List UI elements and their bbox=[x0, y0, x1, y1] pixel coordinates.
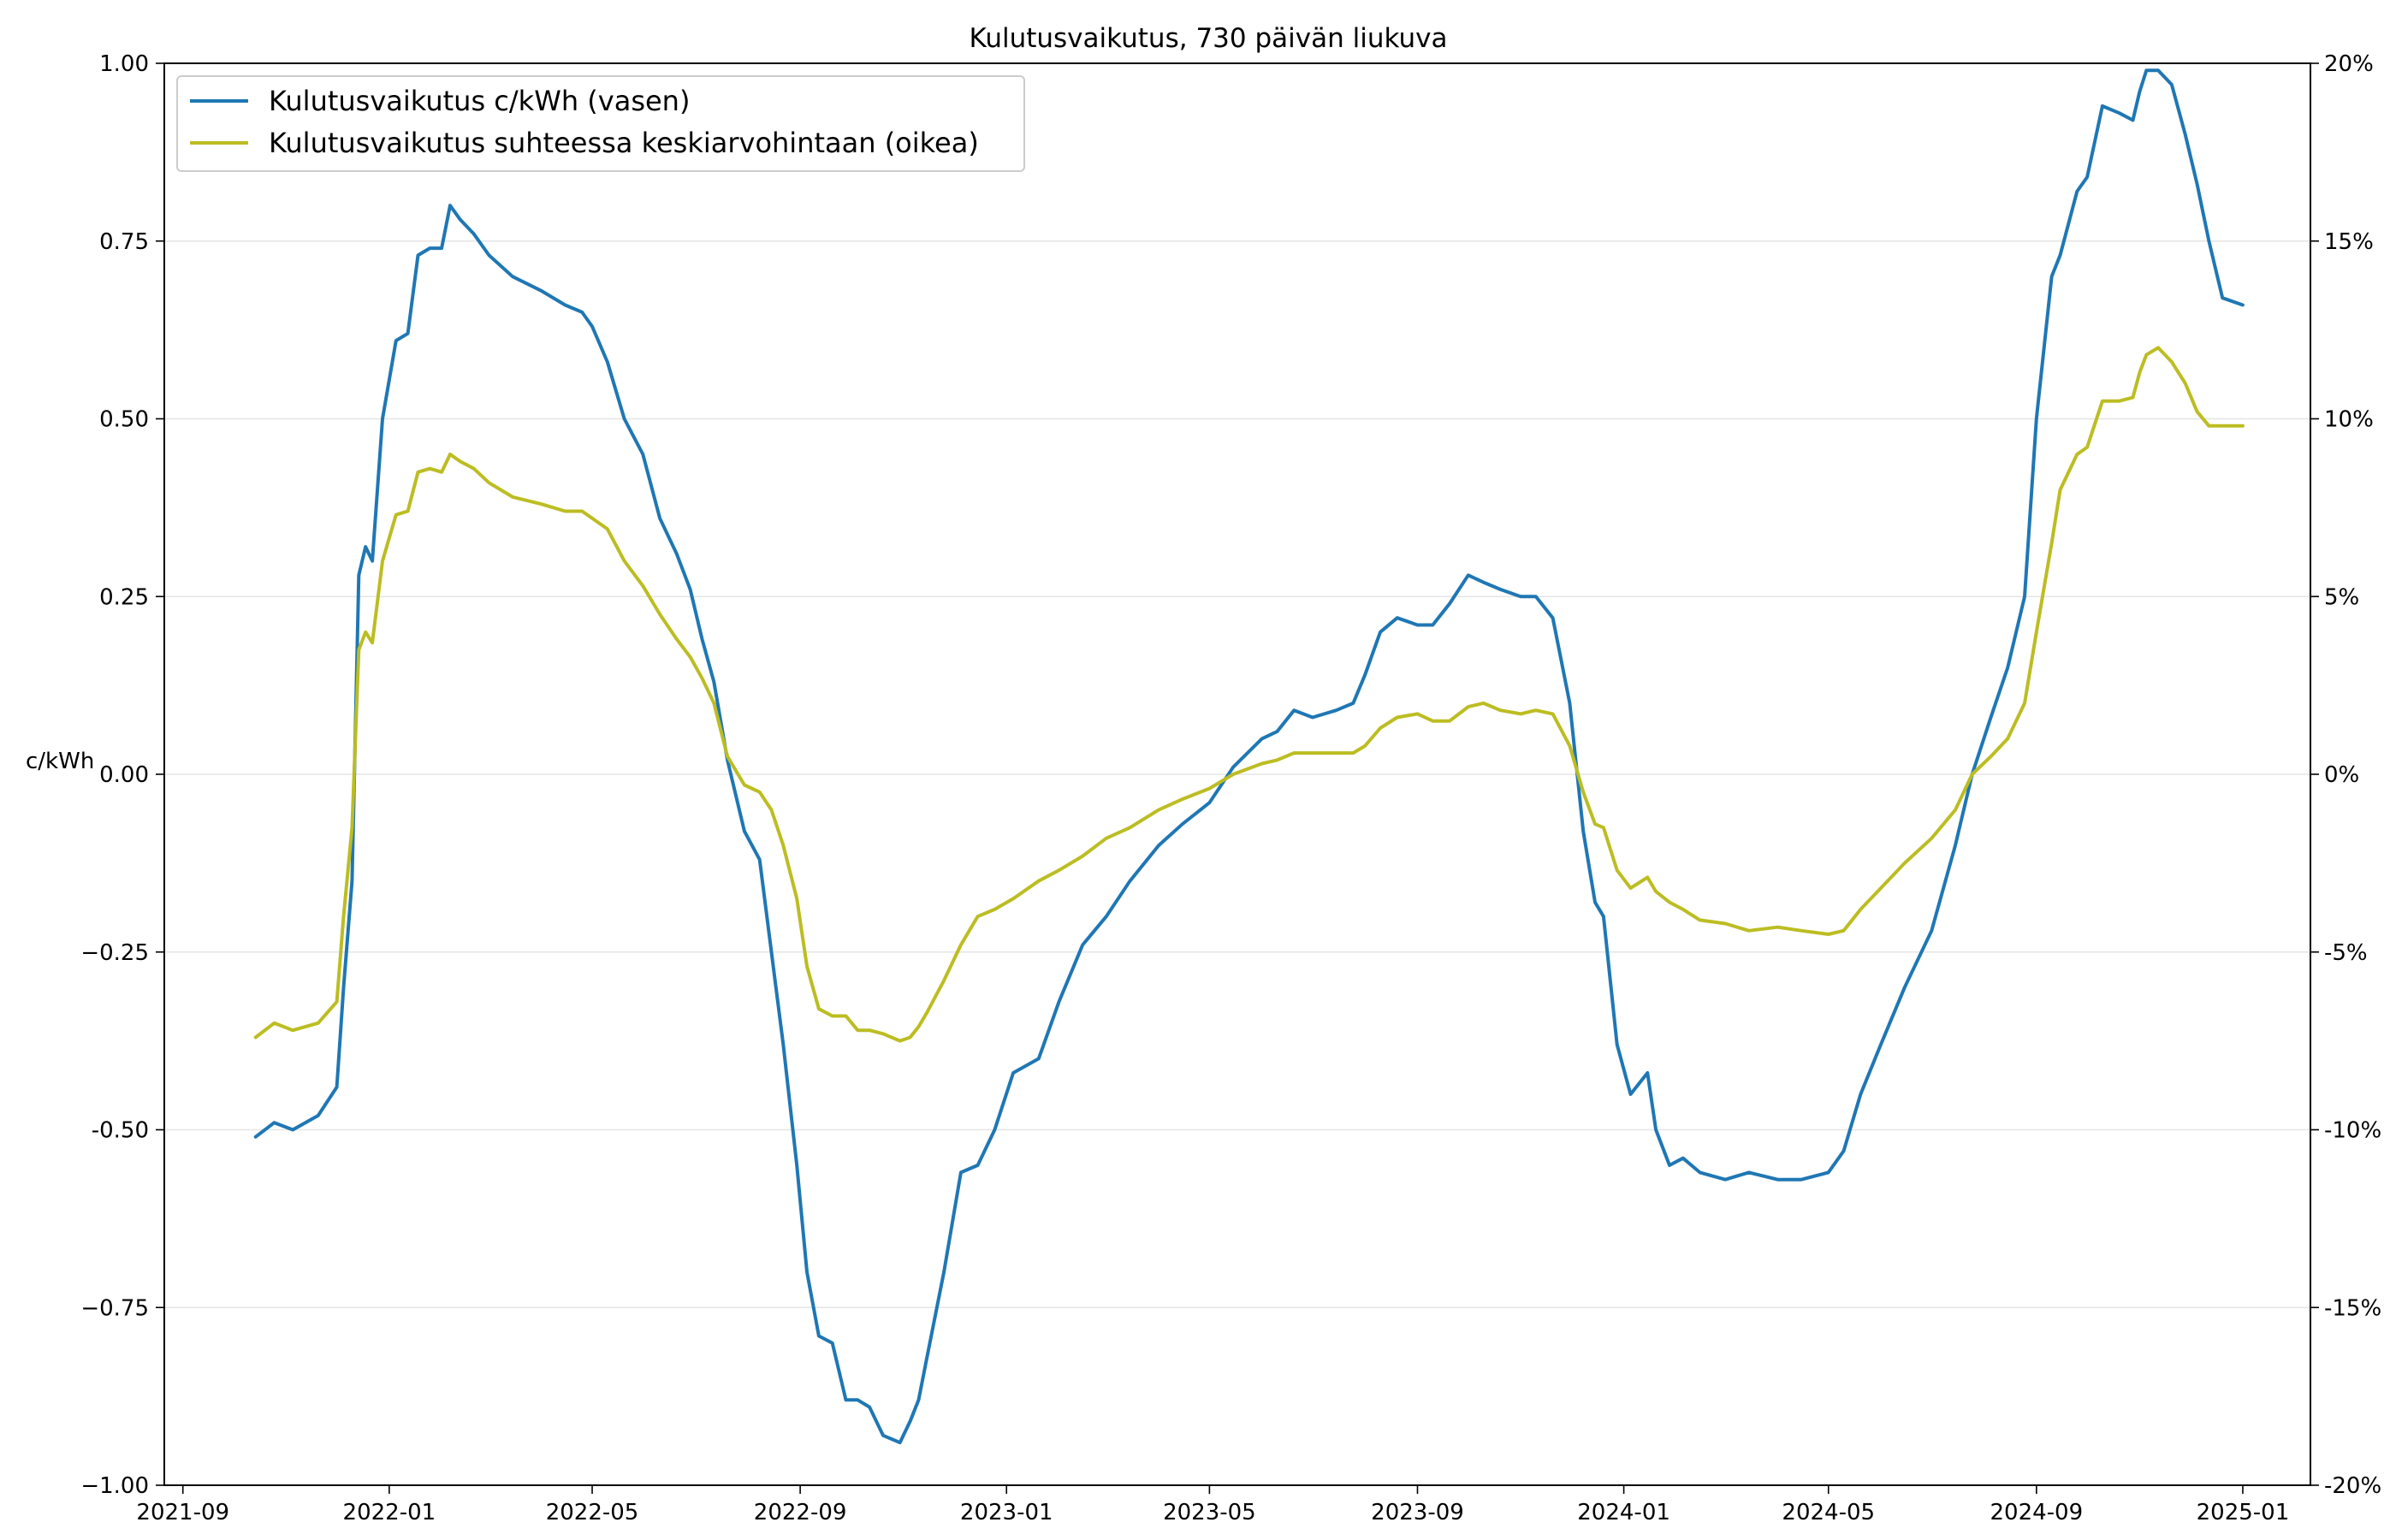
y-right-tick-label-1: 15% bbox=[2324, 229, 2374, 255]
y-left-tick-label-5: −0.25 bbox=[80, 940, 149, 966]
y-left-tick-label-3: 0.25 bbox=[99, 584, 149, 610]
y-axis-left-label: c/kWh bbox=[26, 749, 94, 774]
x-tick-label-9: 2024-09 bbox=[1990, 1500, 2084, 1525]
legend-box bbox=[176, 75, 1025, 172]
y-left-tick-label-0: 1.00 bbox=[99, 51, 149, 77]
x-axis: 2021-09 2022-01 2022-05 2022-09 2023-01 2023-… bbox=[136, 1485, 2289, 1525]
legend: Kulutusvaikutus c/kWh (vasen) Kulutusvai… bbox=[176, 75, 1025, 172]
x-tick-label-8: 2024-05 bbox=[1782, 1500, 1875, 1525]
y-axis-left: 1.00 0.75 0.50 0.25 0.00 −0.25 -0.50 −0.75 −1.00 bbox=[80, 51, 164, 1499]
y-right-tick-label-4: 0% bbox=[2324, 762, 2359, 788]
y-left-tick-label-7: −0.75 bbox=[80, 1295, 149, 1321]
y-left-tick-label-6: -0.50 bbox=[92, 1118, 149, 1144]
y-left-tick-label-4: 0.00 bbox=[99, 762, 149, 788]
x-tick-label-4: 2023-01 bbox=[960, 1500, 1053, 1525]
y-right-tick-label-6: -10% bbox=[2324, 1118, 2381, 1144]
y-left-tick-label-1: 0.75 bbox=[99, 229, 149, 255]
x-tick-label-10: 2025-01 bbox=[2197, 1500, 2290, 1525]
y-right-tick-label-8: -20% bbox=[2324, 1473, 2381, 1499]
series-line-1 bbox=[253, 68, 2245, 1445]
x-tick-label-6: 2023-09 bbox=[1371, 1500, 1464, 1525]
y-right-tick-label-2: 10% bbox=[2324, 407, 2374, 433]
legend-label-series-1: Kulutusvaikutus c/kWh (vasen) bbox=[269, 85, 690, 117]
y-left-tick-label-8: −1.00 bbox=[80, 1473, 149, 1499]
y-left-tick-label-2: 0.50 bbox=[99, 407, 149, 433]
x-tick-label-1: 2022-01 bbox=[343, 1500, 436, 1525]
x-tick-label-5: 2023-05 bbox=[1163, 1500, 1256, 1525]
y-axis-right: 20% 15% 10% 5% 0% -5% -10% -15% -20% bbox=[2310, 51, 2381, 1499]
series-line-2 bbox=[253, 346, 2245, 1043]
chart-title: Kulutusvaikutus, 730 päivän liukuva bbox=[970, 23, 1448, 54]
x-tick-label-7: 2024-01 bbox=[1577, 1500, 1670, 1525]
x-tick-label-0: 2021-09 bbox=[136, 1500, 229, 1525]
y-right-tick-label-5: -5% bbox=[2324, 940, 2368, 966]
x-tick-label-3: 2022-09 bbox=[754, 1500, 847, 1525]
y-right-tick-label-3: 5% bbox=[2324, 584, 2359, 610]
series-layer bbox=[253, 68, 2245, 1445]
y-right-tick-label-0: 20% bbox=[2324, 51, 2374, 77]
y-right-tick-label-7: -15% bbox=[2324, 1295, 2381, 1321]
x-tick-label-2: 2022-05 bbox=[546, 1500, 639, 1525]
legend-label-series-2: Kulutusvaikutus suhteessa keskiarvohinta… bbox=[269, 127, 979, 159]
